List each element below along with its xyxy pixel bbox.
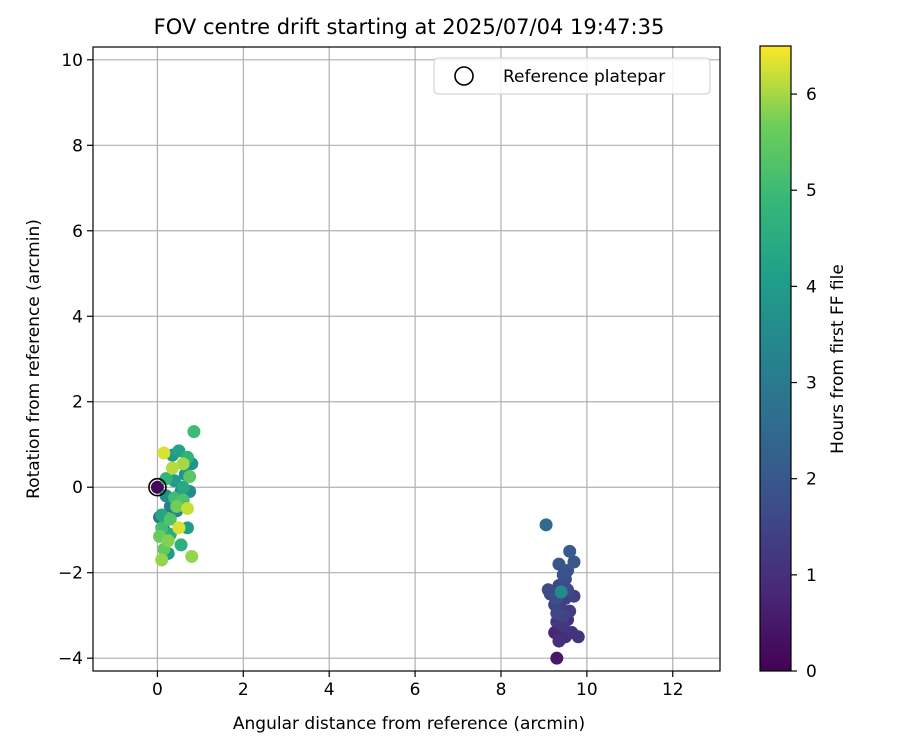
x-axis-label: Angular distance from reference (arcmin) [233,714,585,734]
y-tick-label: 0 [72,478,83,498]
data-point [155,553,169,567]
data-point [159,472,173,486]
data-point [161,534,175,548]
y-axis-ticks: −4 −2 0 2 4 6 8 10 [58,51,93,669]
data-point [550,606,564,620]
grid-lines [93,47,720,671]
colorbar-tick-label: 6 [806,85,817,105]
data-point [563,544,577,558]
y-tick-label: 6 [72,222,83,242]
data-point [163,512,177,526]
legend-label: Reference platepar [503,67,665,87]
data-point [554,585,568,599]
x-tick-label: 0 [152,680,163,700]
data-point [176,457,190,471]
data-point [541,583,555,597]
colorbar-tick-label: 5 [806,181,817,201]
colorbar-gradient [759,45,792,672]
colorbar-tick-label: 3 [806,374,817,394]
colorbar-tick-label: 2 [806,470,817,490]
legend-marker [454,66,474,86]
data-point [187,425,201,439]
data-point [174,538,188,552]
data-point [552,557,566,571]
reference-platepar-marker [148,477,167,497]
data-points [150,425,585,665]
y-tick-label: −2 [58,564,83,584]
data-point [150,480,164,494]
data-point [180,502,194,516]
colorbar-tick-label: 4 [806,277,817,297]
y-tick-label: 4 [72,307,83,327]
y-axis-label: Rotation from reference (arcmin) [24,219,44,499]
x-tick-label: 2 [238,680,249,700]
data-point [567,555,581,569]
colorbar: 0 1 2 3 4 5 6 Hours from first FF file [759,45,848,682]
data-point [172,521,186,535]
x-tick-label: 12 [662,680,684,700]
colorbar-ticks: 0 1 2 3 4 5 6 [791,85,817,682]
colorbar-label: Hours from first FF file [828,264,848,454]
data-point [170,499,184,513]
colorbar-tick-label: 0 [806,662,817,682]
y-tick-label: 8 [72,136,83,156]
x-tick-label: 8 [496,680,507,700]
y-tick-label: 10 [61,51,83,71]
data-point [539,518,553,532]
x-tick-label: 10 [576,680,598,700]
plot-frame [92,46,721,672]
data-point [550,651,564,665]
chart-title: FOV centre drift starting at 2025/07/04 … [154,15,665,39]
legend-box [433,57,711,95]
legend: Reference platepar [433,57,711,95]
x-tick-label: 6 [410,680,421,700]
data-point [157,446,171,460]
data-point [552,634,566,648]
colorbar-tick-label: 1 [806,566,817,586]
x-tick-label: 4 [324,680,335,700]
x-axis-ticks: 0 2 4 6 8 10 12 [152,671,684,700]
data-point [185,549,199,563]
data-point [176,480,190,494]
data-point [165,461,179,475]
y-tick-label: 2 [72,393,83,413]
data-point [183,470,197,484]
y-tick-label: −4 [58,649,83,669]
